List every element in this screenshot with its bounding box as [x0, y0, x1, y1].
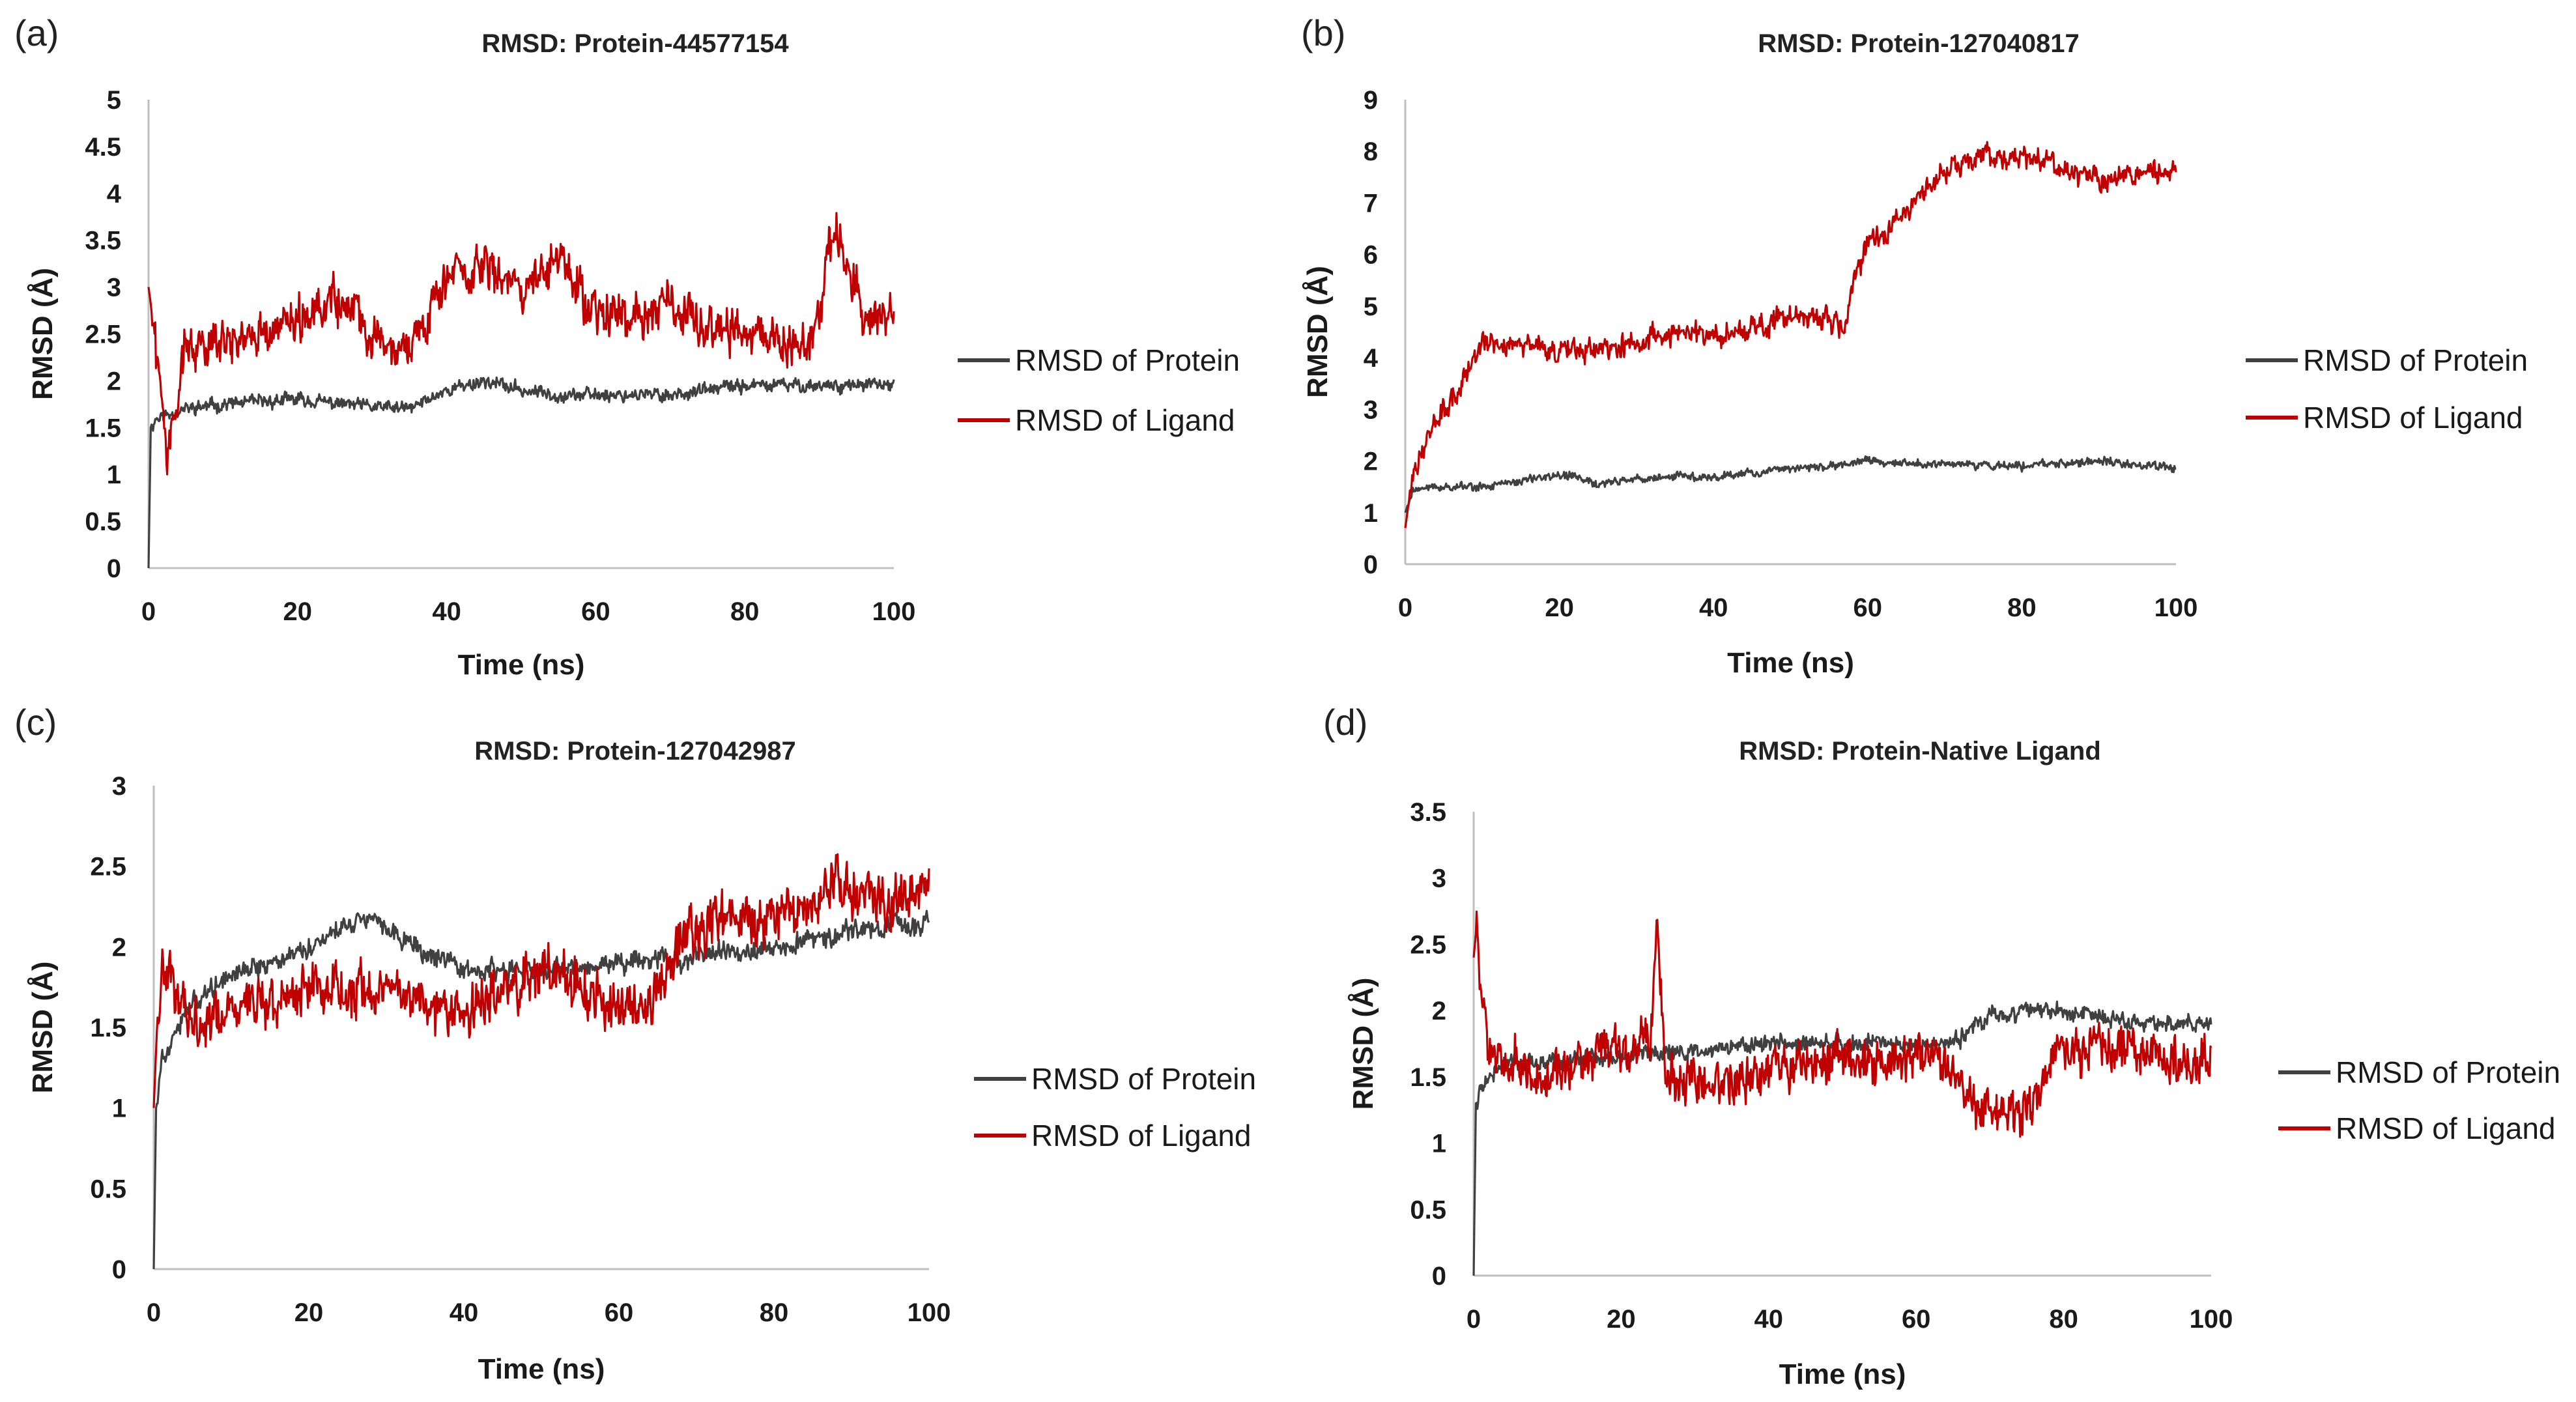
y-tick-label: 1 — [112, 1094, 126, 1123]
x-tick-label: 20 — [294, 1298, 324, 1327]
chart-c: RMSD: Protein-127042987 0 0.5 1 1.5 2 2.5 3 0 20 4… — [27, 737, 1256, 1385]
x-tick-label: 60 — [605, 1298, 634, 1327]
y-tick-label: 4 — [1364, 344, 1379, 373]
chart-a: RMSD: Protein-44577154 0 0.5 1 1.5 2 2.5 3 3.5 4 4… — [27, 29, 1240, 681]
x-tick-label: 100 — [2190, 1305, 2233, 1334]
chart-panel-b: (b) RMSD: Protein-127040817 0 1 2 3 4 5 6 7 8 9 0 20… — [1288, 0, 2576, 701]
y-tick-label: 1 — [1364, 499, 1378, 528]
y-tick-label: 7 — [1364, 189, 1378, 218]
x-tick-label: 20 — [283, 597, 313, 626]
y-tick-label: 2 — [1432, 997, 1446, 1025]
series-line-protein — [147, 376, 895, 569]
panel-label-a: (a) — [14, 12, 59, 53]
x-tick-label: 0 — [1467, 1305, 1481, 1334]
panel-label-c: (c) — [14, 702, 57, 743]
legend-label-protein: RMSD of Protein — [1015, 343, 1240, 377]
y-tick-label: 4.5 — [85, 133, 121, 162]
y-tick-label: 0 — [112, 1255, 126, 1284]
chart-title: RMSD: Protein-Native Ligand — [1739, 737, 2101, 765]
series-line-ligand — [1404, 141, 2177, 528]
chart-b: RMSD: Protein-127040817 0 1 2 3 4 5 6 7 8 9 0 20 40 60… — [1302, 29, 2528, 679]
x-tick-label: 20 — [1607, 1305, 1636, 1334]
series-line-ligand — [152, 853, 930, 1108]
x-tick-label: 60 — [1853, 594, 1883, 622]
y-tick-label: 3.5 — [85, 227, 121, 255]
panel-label-d: (d) — [1323, 702, 1368, 743]
x-axis-label: Time (ns) — [458, 649, 585, 681]
y-tick-label: 0 — [1364, 551, 1378, 579]
y-tick-label: 2 — [1364, 448, 1378, 476]
x-tick-label: 100 — [2154, 594, 2198, 622]
y-tick-label: 3 — [112, 772, 126, 801]
x-axis-label: Time (ns) — [1727, 647, 1854, 679]
x-tick-label: 80 — [760, 1298, 789, 1327]
y-tick-label: 4 — [107, 180, 122, 208]
x-axis-label: Time (ns) — [1779, 1358, 1906, 1390]
y-tick-label: 0.5 — [85, 508, 121, 536]
chart-d: RMSD: Protein-Native Ligand 0 0.5 1 1.5 2 2.5 3… — [1347, 737, 2560, 1390]
x-tick-label: 40 — [1754, 1305, 1784, 1334]
legend-label-ligand: RMSD of Ligand — [2303, 401, 2523, 435]
legend-label-ligand: RMSD of Ligand — [1031, 1119, 1252, 1152]
legend-label-protein: RMSD of Protein — [2336, 1055, 2560, 1089]
y-tick-label: 1.5 — [1410, 1063, 1446, 1092]
chart-title: RMSD: Protein-44577154 — [481, 29, 789, 58]
chart-panel-d: (d) RMSD: Protein-Native Ligand 0 0.5 1 1.5 2… — [1288, 701, 2576, 1402]
y-tick-label: 2 — [112, 933, 126, 962]
series-line-protein — [152, 909, 930, 1270]
y-axis-label: RMSD (Å) — [1347, 978, 1379, 1110]
y-tick-label: 0 — [107, 554, 121, 583]
x-tick-label: 80 — [2007, 594, 2037, 622]
legend-label-protein: RMSD of Protein — [2303, 343, 2528, 377]
chart-title: RMSD: Protein-127042987 — [474, 737, 796, 765]
y-axis-label: RMSD (Å) — [1302, 266, 1334, 398]
x-tick-label: 0 — [1398, 594, 1412, 622]
series-line-ligand — [1472, 910, 2212, 1138]
x-axis-label: Time (ns) — [478, 1353, 605, 1385]
y-axis-label: RMSD (Å) — [27, 268, 59, 400]
chart-panel-a: (a) RMSD: Protein-44577154 0 0.5 1 1.5 2 2.5 3 3… — [0, 0, 1288, 701]
y-tick-label: 3 — [1364, 395, 1378, 424]
y-tick-label: 6 — [1364, 241, 1378, 270]
series-line-ligand — [147, 212, 895, 476]
y-tick-label: 1 — [1432, 1130, 1446, 1158]
panel-label-b: (b) — [1301, 12, 1346, 53]
x-tick-label: 60 — [1902, 1305, 1931, 1334]
x-tick-label: 40 — [432, 597, 461, 626]
x-tick-label: 0 — [147, 1298, 161, 1327]
x-tick-label: 0 — [141, 597, 156, 626]
x-tick-label: 20 — [1545, 594, 1574, 622]
chart-panel-c: (c) RMSD: Protein-127042987 0 0.5 1 1.5 2 2.5 3… — [0, 701, 1288, 1402]
y-tick-label: 2.5 — [1410, 930, 1446, 959]
x-tick-label: 40 — [450, 1298, 479, 1327]
y-tick-label: 1 — [107, 461, 121, 489]
y-tick-label: 3 — [1432, 865, 1446, 893]
y-axis-label: RMSD (Å) — [27, 962, 59, 1094]
legend-label-ligand: RMSD of Ligand — [2336, 1111, 2556, 1145]
chart-title: RMSD: Protein-127040817 — [1758, 29, 2080, 58]
y-tick-label: 8 — [1364, 137, 1378, 166]
y-tick-label: 2.5 — [85, 321, 121, 349]
y-tick-label: 2 — [107, 367, 121, 395]
series-line-protein — [1404, 455, 2177, 513]
x-tick-label: 80 — [730, 597, 760, 626]
y-tick-label: 1.5 — [85, 414, 121, 442]
y-tick-label: 0.5 — [1410, 1195, 1446, 1224]
y-tick-label: 3 — [107, 274, 121, 302]
y-tick-label: 3.5 — [1410, 798, 1446, 827]
y-tick-label: 5 — [1364, 293, 1378, 321]
x-tick-label: 60 — [581, 597, 610, 626]
x-tick-label: 80 — [2049, 1305, 2078, 1334]
y-tick-label: 0.5 — [90, 1175, 126, 1203]
x-tick-label: 40 — [1699, 594, 1728, 622]
y-tick-label: 0 — [1432, 1262, 1446, 1291]
y-tick-label: 5 — [107, 86, 121, 115]
legend-label-ligand: RMSD of Ligand — [1015, 403, 1235, 437]
x-tick-label: 100 — [908, 1298, 951, 1327]
y-tick-label: 2.5 — [90, 853, 126, 881]
y-tick-label: 9 — [1364, 86, 1378, 115]
y-tick-label: 1.5 — [90, 1014, 126, 1042]
legend-label-protein: RMSD of Protein — [1031, 1062, 1256, 1096]
x-tick-label: 100 — [872, 597, 916, 626]
